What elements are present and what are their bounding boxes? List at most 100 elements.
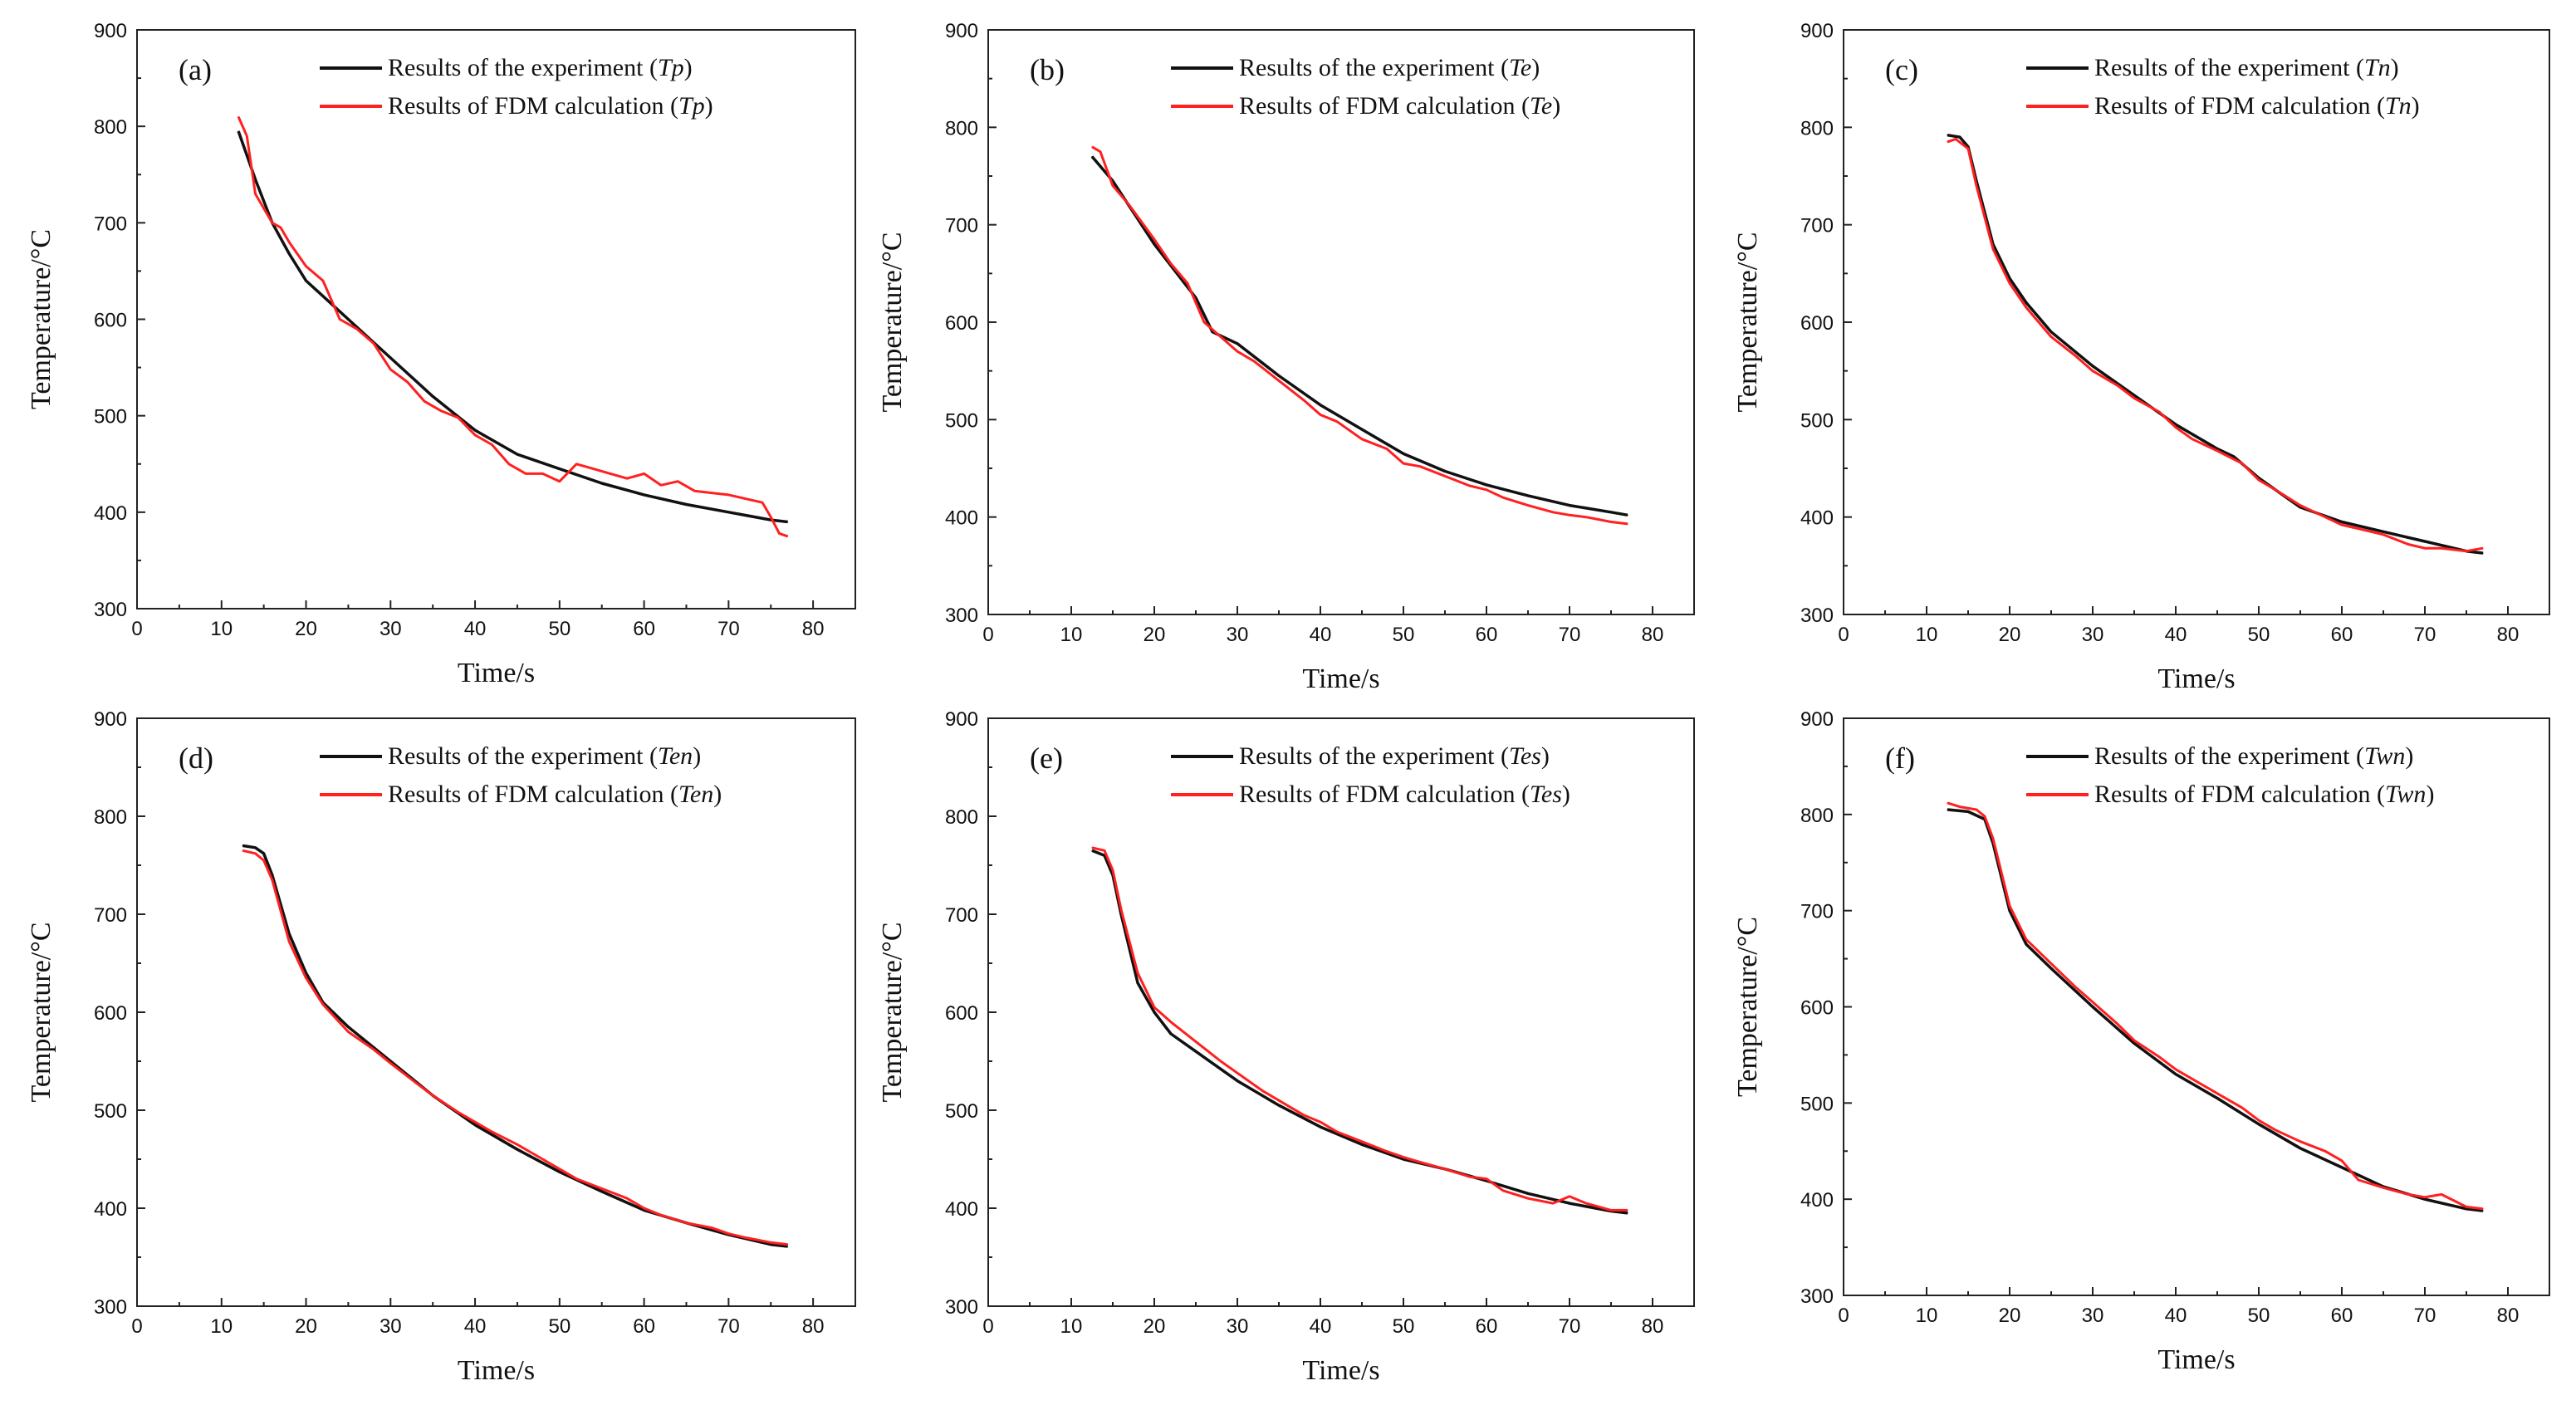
data-point-experiment <box>2175 423 2177 425</box>
legend-paren-open: ( <box>2370 92 2385 120</box>
data-point-fdm <box>1386 448 1388 450</box>
data-point-fdm <box>474 434 476 436</box>
x-tick-label: 30 <box>380 618 402 640</box>
x-axis-title: Time/s <box>458 658 535 688</box>
data-point-fdm <box>2482 1208 2484 1210</box>
legend-paren-open: ( <box>664 92 678 120</box>
data-point-fdm <box>1527 504 1529 507</box>
data-point-experiment <box>389 357 391 359</box>
legend-variable: Tes <box>1530 781 1562 808</box>
data-point-fdm <box>1153 1006 1155 1008</box>
data-point-fdm <box>786 1244 789 1246</box>
data-point-fdm <box>694 490 696 492</box>
y-tick-label: 800 <box>94 806 127 829</box>
data-point-fdm <box>1959 805 1961 808</box>
data-point-fdm <box>2025 306 2027 308</box>
data-point-fdm <box>2075 355 2077 357</box>
data-point-fdm <box>2258 479 2260 481</box>
y-tick-label: 600 <box>1800 312 1834 335</box>
x-tick-label: 70 <box>717 618 740 640</box>
y-tick-label: 600 <box>94 1002 127 1025</box>
data-point-fdm <box>238 115 239 118</box>
data-point-fdm <box>1569 1196 1570 1197</box>
x-tick-label: 30 <box>1227 624 1249 646</box>
legend-name: Results of FDM calculation <box>1239 92 1515 120</box>
x-tick-label: 70 <box>2414 1305 2436 1327</box>
data-point-fdm <box>2117 384 2118 386</box>
x-tick-label: 0 <box>1838 1305 1849 1327</box>
data-point-experiment <box>2216 1097 2218 1099</box>
y-tick-label: 600 <box>945 312 978 335</box>
x-tick-label: 20 <box>1999 624 2021 646</box>
data-point-fdm <box>347 1031 350 1033</box>
data-point-fdm <box>1303 399 1305 401</box>
data-point-fdm <box>355 328 358 330</box>
legend-variable: Te <box>1509 54 1531 81</box>
data-point-fdm <box>373 1049 375 1050</box>
y-tick-label: 400 <box>1800 507 1834 530</box>
legend-variable: Tn <box>2364 54 2391 81</box>
x-tick-label: 60 <box>633 1315 655 1338</box>
data-point-experiment <box>1153 1011 1155 1013</box>
legend-paren-open: ( <box>2370 781 2385 808</box>
series-line-fdm <box>1947 137 2484 553</box>
y-tick-label: 700 <box>94 213 127 235</box>
y-tick-label: 800 <box>1800 117 1834 140</box>
x-tick-label: 40 <box>2165 624 2187 646</box>
data-point-experiment <box>288 252 290 255</box>
data-point-fdm <box>1361 1141 1363 1143</box>
data-point-experiment <box>1195 1050 1197 1052</box>
data-point-fdm <box>1187 282 1188 284</box>
legend-entry-fdm: Results of FDM calculation (Tes) <box>1239 781 1570 808</box>
data-point-fdm <box>415 1082 417 1084</box>
data-point-experiment <box>2092 365 2094 367</box>
data-point-experiment <box>1627 1212 1628 1214</box>
x-tick-label: 80 <box>802 1315 825 1338</box>
y-tick-label: 400 <box>945 507 978 530</box>
x-tick-label: 50 <box>1393 624 1415 646</box>
legend-entry-experiment: Results of the experiment (Ten) <box>388 742 701 770</box>
data-point-fdm <box>1153 238 1155 240</box>
data-point-fdm <box>626 1197 628 1199</box>
data-point-experiment <box>2050 331 2052 333</box>
data-point-fdm <box>2341 1160 2343 1162</box>
data-point-experiment <box>288 933 290 935</box>
x-tick-label: 30 <box>1227 1315 1249 1338</box>
data-point-fdm <box>1170 1021 1172 1023</box>
legend-name: Results of the experiment <box>1239 54 1495 81</box>
y-axis-title: Temperature/°C <box>1732 232 1763 412</box>
x-tick-label: 80 <box>1642 1315 1664 1338</box>
legend-paren-close: ) <box>693 742 701 770</box>
x-tick-label: 80 <box>802 618 825 640</box>
data-point-fdm <box>727 494 729 496</box>
legend-paren-close: ) <box>1562 781 1570 808</box>
data-point-fdm <box>2009 282 2010 284</box>
data-point-fdm <box>2341 524 2343 526</box>
data-point-fdm <box>1469 485 1471 487</box>
y-tick-label: 300 <box>945 605 978 627</box>
y-tick-label: 500 <box>1800 1093 1834 1115</box>
data-point-fdm <box>2133 397 2135 399</box>
data-point-fdm <box>389 369 391 370</box>
data-point-experiment <box>1153 243 1155 245</box>
legend-paren-close: ) <box>1541 742 1550 770</box>
legend-entry-experiment: Results of the experiment (Twn) <box>2094 742 2413 770</box>
data-point-experiment <box>1091 849 1093 851</box>
y-tick-label: 900 <box>1800 20 1834 42</box>
legend-variable: Ten <box>658 742 693 770</box>
y-axis-title: Temperature/°C <box>877 232 908 412</box>
y-tick-label: 900 <box>945 708 978 731</box>
data-point-fdm <box>1444 475 1446 477</box>
x-axis-title: Time/s <box>2157 1344 2235 1375</box>
data-point-experiment <box>2233 456 2235 458</box>
x-axis-title: Time/s <box>1302 1355 1379 1386</box>
y-tick-label: 500 <box>94 406 127 428</box>
x-tick-label: 10 <box>210 618 233 640</box>
data-point-fdm <box>711 1227 713 1229</box>
y-tick-label: 600 <box>1800 997 1834 1020</box>
legend-name: Results of the experiment <box>2094 54 2350 81</box>
data-point-experiment <box>1527 1192 1529 1194</box>
legend-entry-fdm: Results of FDM calculation (Tp) <box>388 92 713 120</box>
y-tick-label: 500 <box>945 409 978 432</box>
panel-label: (a) <box>179 53 212 86</box>
